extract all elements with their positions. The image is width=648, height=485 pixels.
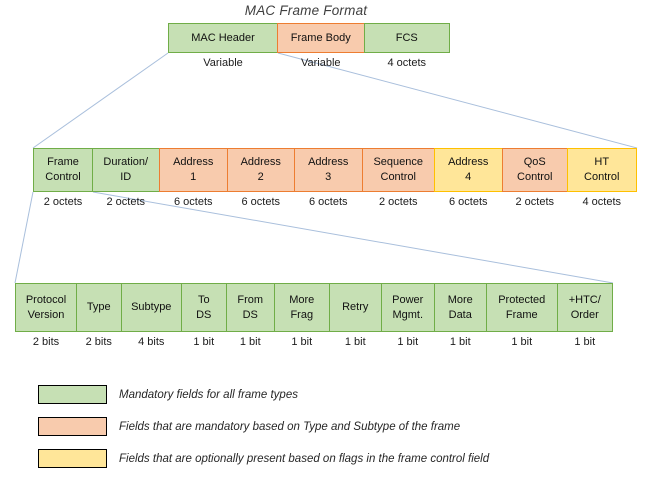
field-duration-id: Duration/ ID 2 octets (91, 148, 160, 208)
field-box: Address 1 (158, 148, 228, 192)
field-more-data: More Data 1 bit (433, 283, 487, 348)
field-from-ds: From DS 1 bit (225, 283, 275, 348)
size-label: 2 octets (378, 196, 418, 208)
field-box: From DS (225, 283, 275, 332)
connector-frame-control-left (14, 191, 34, 284)
field-box: HT Control (566, 148, 637, 192)
size-label: 2 octets (106, 196, 146, 208)
field-retry: Retry 1 bit (328, 283, 382, 348)
legend-item-optional: Fields that are optionally present based… (38, 449, 489, 468)
size-label: 4 bits (138, 336, 165, 348)
legend-swatch-yellow (38, 449, 107, 468)
size-label: Variable (300, 57, 341, 69)
size-label: 1 bit (344, 336, 366, 348)
legend: Mandatory fields for all frame types Fie… (38, 385, 489, 481)
diagram-title: MAC Frame Format (244, 3, 368, 18)
connector-mac-header-left (32, 52, 169, 149)
frame-control-row: Protocol Version 2 bits Type 2 bits Subt… (15, 283, 613, 348)
field-box: Frame Control (33, 148, 93, 192)
connector-mac-header-right (277, 52, 638, 149)
field-mac-header: MAC Header Variable (168, 23, 278, 69)
legend-swatch-orange (38, 417, 107, 436)
field-box: Sequence Control (361, 148, 435, 192)
field-box: More Data (433, 283, 487, 332)
field-box: Protocol Version (15, 283, 77, 332)
mac-header-row: Frame Control 2 octets Duration/ ID 2 oc… (33, 148, 637, 208)
size-label: 1 bit (449, 336, 471, 348)
legend-label: Fields that are mandatory based on Type … (119, 420, 461, 433)
size-label: Variable (203, 57, 243, 69)
size-label: 6 octets (173, 196, 213, 208)
field-subtype: Subtype 4 bits (120, 283, 182, 348)
size-label: 6 octets (241, 196, 281, 208)
connector-frame-control-right (92, 191, 614, 284)
field-box: Protected Frame (485, 283, 558, 332)
legend-item-type-dependent: Fields that are mandatory based on Type … (38, 417, 489, 436)
field-protocol-version: Protocol Version 2 bits (15, 283, 77, 348)
field-type: Type 2 bits (75, 283, 122, 348)
field-box: Address 4 (433, 148, 503, 192)
field-power-mgmt: Power Mgmt. 1 bit (380, 283, 435, 348)
field-qos-control: QoS Control 2 octets (501, 148, 568, 208)
size-label: 2 bits (85, 336, 112, 348)
field-box: MAC Header (168, 23, 278, 53)
field-protected-frame: Protected Frame 1 bit (485, 283, 558, 348)
field-ht-control: HT Control 4 octets (566, 148, 637, 208)
field-address-4: Address 4 6 octets (433, 148, 503, 208)
field-box: QoS Control (501, 148, 568, 192)
field-box: Frame Body (276, 23, 365, 53)
field-more-frag: More Frag 1 bit (273, 283, 330, 348)
field-box: Address 3 (293, 148, 363, 192)
field-box: Subtype (120, 283, 182, 332)
field-box: FCS (363, 23, 450, 53)
field-box: Power Mgmt. (380, 283, 435, 332)
field-box: Retry (328, 283, 382, 332)
field-box: +HTC/ Order (556, 283, 613, 332)
frame-row: MAC Header Variable Frame Body Variable … (168, 23, 450, 69)
size-label: 1 bit (574, 336, 596, 348)
size-label: 1 bit (193, 336, 215, 348)
size-label: 1 bit (239, 336, 261, 348)
size-label: 2 octets (515, 196, 555, 208)
field-frame-control: Frame Control 2 octets (33, 148, 93, 208)
field-box: Type (75, 283, 122, 332)
legend-label: Fields that are optionally present based… (119, 452, 490, 465)
field-box: More Frag (273, 283, 330, 332)
size-label: 1 bit (511, 336, 533, 348)
field-frame-body: Frame Body Variable (276, 23, 365, 69)
field-address-1: Address 1 6 octets (158, 148, 228, 208)
field-box: Duration/ ID (91, 148, 160, 192)
legend-label: Mandatory fields for all frame types (119, 388, 298, 401)
field-sequence-control: Sequence Control 2 octets (361, 148, 435, 208)
size-label: 2 bits (32, 336, 60, 348)
field-box: Address 2 (226, 148, 295, 192)
size-label: 4 octets (582, 196, 622, 208)
field-address-3: Address 3 6 octets (293, 148, 363, 208)
legend-item-mandatory: Mandatory fields for all frame types (38, 385, 489, 404)
size-label: 4 octets (387, 57, 427, 69)
size-label: 1 bit (291, 336, 313, 348)
field-address-2: Address 2 6 octets (226, 148, 295, 208)
field-to-ds: To DS 1 bit (180, 283, 227, 348)
field-fcs: FCS 4 octets (363, 23, 450, 69)
size-label: 6 octets (448, 196, 488, 208)
field-box: To DS (180, 283, 227, 332)
size-label: 6 octets (308, 196, 348, 208)
field-htc-order: +HTC/ Order 1 bit (556, 283, 613, 348)
legend-swatch-green (38, 385, 107, 404)
size-label: 2 octets (43, 196, 83, 208)
size-label: 1 bit (397, 336, 419, 348)
